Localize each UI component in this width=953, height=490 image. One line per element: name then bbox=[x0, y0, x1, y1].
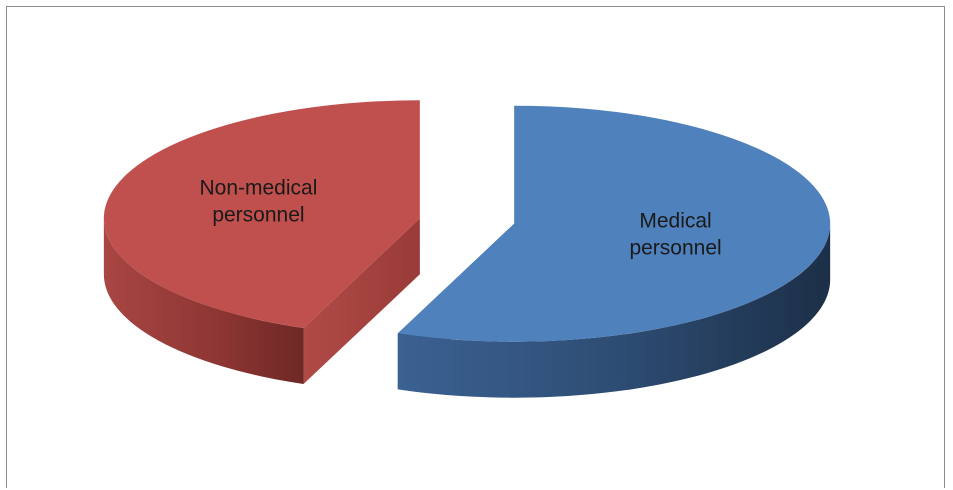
pie-slice-0 bbox=[397, 105, 831, 398]
slice-top-0 bbox=[397, 105, 831, 342]
chart-area: Medical personnel Non-medical personnel bbox=[6, 6, 945, 488]
slice-cut-face-1-0 bbox=[303, 218, 420, 385]
slice-side-1-1 bbox=[103, 218, 304, 385]
slice-top-1 bbox=[103, 100, 420, 329]
pie-chart: Medical personnel Non-medical personnel bbox=[103, 100, 831, 398]
slice-side-0-1 bbox=[397, 223, 831, 398]
slice-label-1: Non-medical personnel bbox=[199, 177, 317, 227]
pie-slice-1 bbox=[103, 100, 420, 385]
slice-label-0: Medical personnel bbox=[629, 209, 721, 259]
